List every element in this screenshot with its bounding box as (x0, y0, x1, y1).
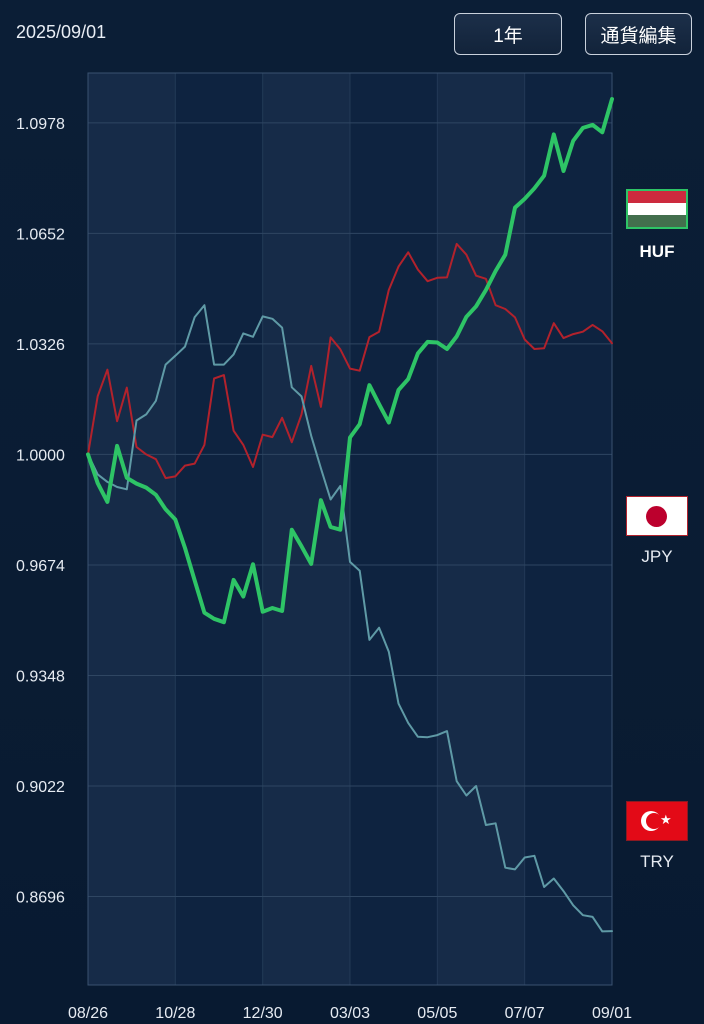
y-tick-label: 1.0000 (16, 447, 65, 464)
currency-code-jpy: JPY (641, 547, 673, 566)
y-tick-label: 0.9348 (16, 668, 65, 685)
x-tick-label: 12/30 (243, 1005, 283, 1022)
x-tick-label: 07/07 (505, 1005, 545, 1022)
y-tick-label: 1.0652 (16, 226, 65, 243)
turkey-flag-icon[interactable]: ★ (626, 801, 688, 841)
x-tick-label: 05/05 (417, 1005, 457, 1022)
x-tick-label: 09/01 (592, 1005, 632, 1022)
japan-flag-icon[interactable] (626, 496, 688, 536)
y-tick-label: 1.0326 (16, 337, 65, 354)
plot-frame (87, 72, 613, 986)
x-tick-label: 10/28 (155, 1005, 195, 1022)
edit-currencies-button[interactable]: 通貨編集 (585, 13, 692, 55)
series-line-huf (86, 97, 614, 625)
plot-band (88, 73, 176, 985)
series-line-jpy (87, 242, 613, 480)
plot-band (437, 73, 525, 985)
range-button[interactable]: 1年 (454, 13, 562, 55)
date-label: 2025/09/01 (16, 22, 107, 42)
y-tick-label: 0.8696 (16, 890, 65, 907)
y-tick-label: 0.9022 (16, 779, 65, 796)
y-tick-label: 1.0978 (16, 116, 65, 133)
hungary-flag-icon[interactable] (626, 189, 688, 229)
x-tick-label: 08/26 (68, 1005, 108, 1022)
x-tick-label: 03/03 (330, 1005, 370, 1022)
currency-code-huf: HUF (639, 242, 675, 261)
y-tick-label: 0.9674 (16, 558, 65, 575)
currency-code-try: TRY (640, 852, 674, 871)
series-line-try (87, 304, 613, 933)
